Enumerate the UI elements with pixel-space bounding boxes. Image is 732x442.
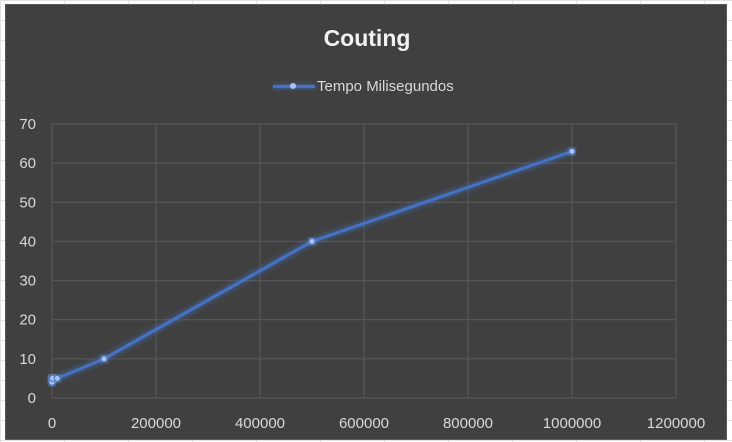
chart-title: Couting: [323, 25, 411, 51]
y-tick-label: 40: [19, 233, 36, 250]
legend-label: Tempo Milisegundos: [317, 77, 454, 95]
y-tick-label: 0: [28, 390, 36, 407]
chart-area[interactable]: Couting Tempo Milisegundos 0 10 20 30 40 50 60…: [5, 4, 727, 440]
x-tick-label: 800000: [443, 415, 493, 432]
data-point: [100, 355, 108, 363]
y-tick-label: 20: [19, 312, 36, 329]
data-point: [568, 147, 576, 155]
legend[interactable]: Tempo Milisegundos: [273, 77, 454, 95]
y-tick-label: 70: [19, 116, 36, 133]
x-tick-label: 600000: [339, 415, 389, 432]
data-point: [308, 237, 316, 245]
plot-area[interactable]: 0 10 20 30 40 50 60 70 0 200000 400000 600000 800000…: [6, 5, 728, 441]
x-tick-label: 200000: [131, 415, 181, 432]
x-tick-label: 400000: [235, 415, 285, 432]
y-tick-label: 30: [19, 273, 36, 290]
x-tick-label: 0: [48, 415, 56, 432]
series-line: [50, 149, 573, 384]
x-tick-label: 1000000: [543, 415, 601, 432]
y-tick-label: 60: [19, 155, 36, 172]
data-point: [53, 374, 61, 382]
x-tick-label: 1200000: [647, 415, 705, 432]
y-tick-label: 10: [19, 351, 36, 368]
legend-marker-icon: [273, 80, 315, 92]
y-tick-label: 50: [19, 194, 36, 211]
